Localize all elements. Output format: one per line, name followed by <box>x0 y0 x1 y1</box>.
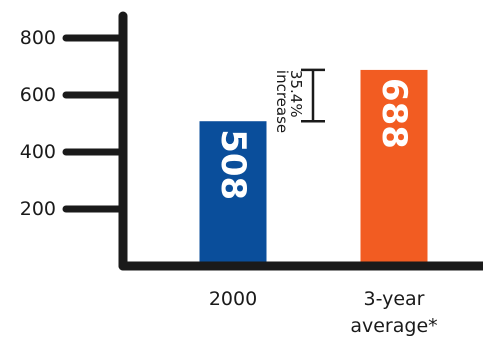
annotation-text: 35.4% <box>287 70 305 118</box>
bar <box>199 121 267 266</box>
y-tick-label: 800 <box>20 27 56 49</box>
bars: 508 688 <box>199 69 428 266</box>
y-tick-label: 400 <box>20 141 56 163</box>
x-category-label: 3-year <box>364 288 425 310</box>
bar-value-label: 508 <box>213 129 253 200</box>
x-category-label: average* <box>350 315 437 337</box>
y-tick-label: 600 <box>20 84 56 106</box>
bar-value-label: 688 <box>374 78 414 149</box>
x-category-label: 2000 <box>209 288 257 310</box>
bar <box>360 69 428 266</box>
axes <box>118 11 483 271</box>
y-axis-ticks: 200 400 600 800 <box>20 27 127 220</box>
x-axis-category-labels: 2000 3-year average* <box>209 288 438 337</box>
y-tick-label: 200 <box>20 198 56 220</box>
annotation-text: increase <box>273 70 291 133</box>
increase-annotation: 35.4%increase <box>273 68 325 133</box>
